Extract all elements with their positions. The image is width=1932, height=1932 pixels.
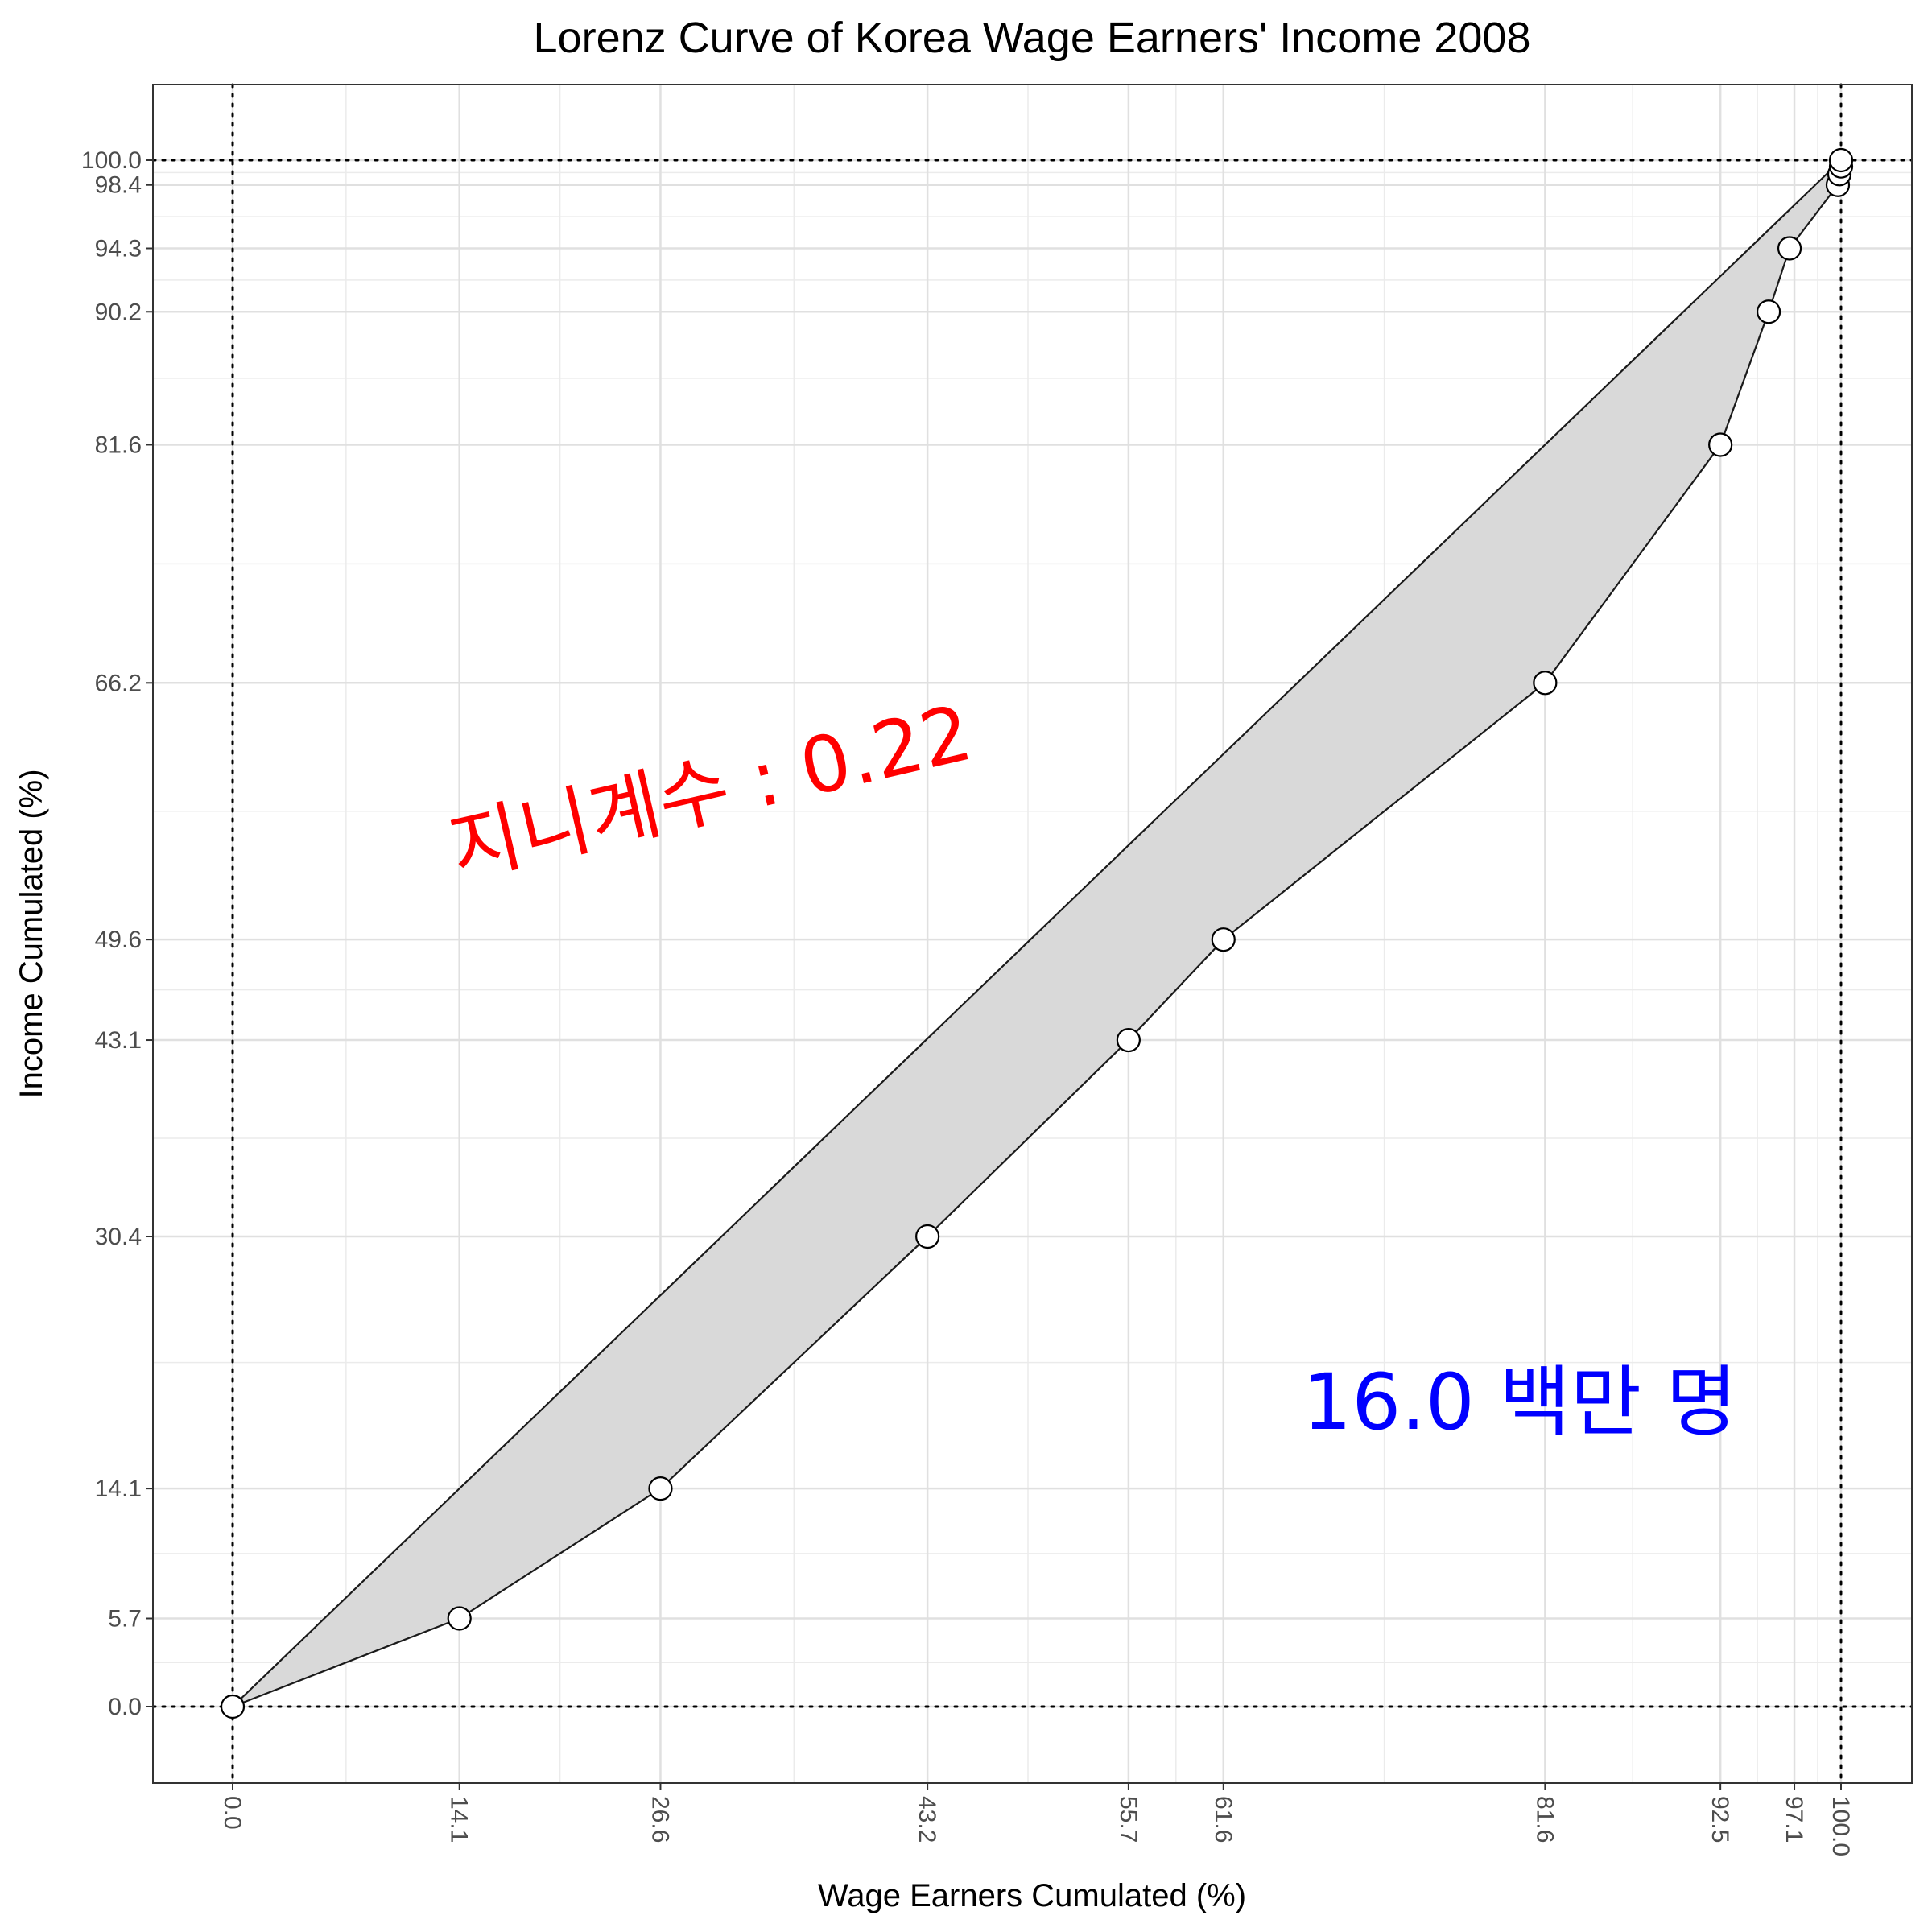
y-tick-label: 14.1 xyxy=(95,1476,142,1502)
x-tick-label: 43.2 xyxy=(914,1796,940,1843)
y-tick-label: 43.1 xyxy=(95,1027,142,1054)
y-tick-label: 81.6 xyxy=(95,431,142,458)
y-tick-label: 94.3 xyxy=(95,235,142,262)
y-tick-label: 49.6 xyxy=(95,927,142,953)
data-point xyxy=(1211,927,1236,952)
x-axis-ticks: 0.0 14.1 26.6 43.2 55.7 61.6 81.6 92.5 97.1 100.0 xyxy=(219,1783,1854,1856)
y-tick-label: 90.2 xyxy=(95,299,142,325)
data-point xyxy=(1116,1027,1141,1053)
data-point xyxy=(447,1606,472,1631)
wage-earner-count-annotation: 16.0 백만 명 xyxy=(1302,1357,1737,1447)
y-tick-label: 100.0 xyxy=(81,147,142,174)
data-points xyxy=(220,147,1854,1719)
x-tick-label: 61.6 xyxy=(1210,1796,1236,1843)
x-tick-label: 100.0 xyxy=(1827,1796,1854,1856)
equality-line xyxy=(232,159,1842,1707)
x-tick-label: 81.6 xyxy=(1531,1796,1558,1843)
y-axis-title: Income Cumulated (%) xyxy=(14,769,49,1098)
y-tick-label: 98.4 xyxy=(95,172,142,199)
y-tick-label: 66.2 xyxy=(95,670,142,696)
y-tick-label: 0.0 xyxy=(108,1694,142,1720)
data-point xyxy=(648,1476,673,1501)
data-point xyxy=(1828,147,1854,173)
x-tick-label: 14.1 xyxy=(446,1796,473,1843)
data-point xyxy=(220,1694,246,1719)
x-tick-label: 0.0 xyxy=(219,1796,246,1830)
panel-border xyxy=(152,84,1913,1784)
data-point xyxy=(915,1224,940,1249)
x-tick-label: 97.1 xyxy=(1781,1796,1807,1843)
data-point xyxy=(1533,671,1558,696)
x-tick-label: 55.7 xyxy=(1115,1796,1141,1843)
y-axis-ticks: 0.0 5.7 14.1 30.4 43.1 49.6 66.2 81.6 90.2 94.3 98… xyxy=(81,147,153,1720)
y-tick-label: 5.7 xyxy=(108,1606,142,1633)
reference-lines xyxy=(151,83,1913,1785)
data-point xyxy=(1777,236,1802,261)
chart-title: Lorenz Curve of Korea Wage Earners' Inco… xyxy=(534,14,1531,62)
x-tick-label: 26.6 xyxy=(646,1796,673,1843)
data-point xyxy=(1756,299,1781,324)
y-tick-label: 30.4 xyxy=(95,1224,142,1250)
x-axis-title: Wage Earners Cumulated (%) xyxy=(818,1878,1246,1913)
x-tick-label: 92.5 xyxy=(1707,1796,1733,1843)
data-point xyxy=(1708,432,1733,457)
